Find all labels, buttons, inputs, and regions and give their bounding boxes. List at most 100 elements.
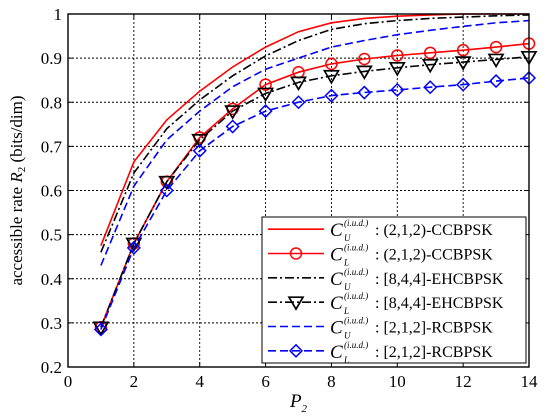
y-tick-label: 0.8 — [41, 93, 62, 112]
y-tick-label: 0.4 — [41, 270, 63, 289]
legend-symbol: C — [330, 318, 343, 339]
legend-subscript: L — [343, 306, 349, 316]
x-axis-label-sub: 2 — [302, 403, 308, 415]
plot-frame — [67, 13, 530, 368]
legend-marker — [289, 247, 303, 260]
data-point-6 — [126, 240, 141, 255]
data-point-4 — [257, 87, 275, 103]
data-point-4 — [421, 58, 439, 74]
legend-label: : (2,1,2)-CCBPSK — [375, 222, 493, 239]
legend-label: : [8,4,4]-EHCBPSK — [375, 271, 504, 288]
data-point-2 — [489, 40, 503, 54]
legend-symbol: C — [330, 293, 343, 314]
data-point-2 — [358, 52, 371, 66]
legend-entry-3: C (i.u.d.) U: [8,4,4]-EHCBPSK — [268, 267, 504, 292]
axis-ticks: 0 2 4 6 8 10 12 14 0.2 0.3 0.4 0.5 0.6 0.7 0.8 0.9 1 — [41, 5, 538, 391]
data-point-6 — [324, 88, 339, 103]
legend-subscript: L — [343, 355, 349, 365]
legend-marker — [288, 343, 304, 358]
legend-entry-4: C (i.u.d.) L : [8,4,4]-EHCBPSK — [268, 291, 504, 316]
x-tick-label: 4 — [195, 372, 204, 391]
data-point-4 — [158, 175, 176, 191]
data-point-6 — [390, 82, 405, 97]
data-point-2 — [456, 43, 470, 57]
x-tick-label: 8 — [327, 372, 336, 391]
data-point-4 — [454, 56, 472, 71]
legend-entry-1: C (i.u.d.) U : (2,1,2)-CCBPSK — [268, 218, 493, 243]
legend-entry-6: C (i.u.d.) L : [2,1,2]-RCBPSK — [268, 340, 493, 365]
x-tick-label: 14 — [521, 372, 539, 391]
legend-subscript: U — [344, 282, 351, 292]
x-tick-label: 2 — [130, 372, 139, 391]
data-point-6 — [192, 143, 207, 158]
legend-superscript: (i.u.d.) — [344, 243, 368, 253]
y-tick-label: 0.5 — [41, 226, 62, 245]
data-point-4 — [290, 76, 307, 92]
legend-superscript: (i.u.d.) — [344, 291, 368, 301]
series-line-6 — [100, 77, 530, 330]
series-3 — [100, 14, 530, 253]
data-point-4 — [322, 69, 340, 85]
legend-symbol: C — [330, 220, 343, 241]
legend-label: : [2,1,2]-RCBPSK — [375, 344, 493, 361]
series-line-4 — [100, 56, 530, 328]
data-point-6 — [93, 322, 108, 337]
legend-superscript: (i.u.d.) — [344, 218, 368, 228]
legend-label: : [8,4,4]-EHCBPSK — [375, 295, 504, 312]
data-point-4 — [487, 53, 505, 69]
y-axis-label-suffix: (bits/dim) — [7, 95, 26, 166]
legend-entry-5: C (i.u.d.) U : [2,1,2]-RCBPSK — [268, 316, 493, 341]
y-tick-label: 0.6 — [41, 182, 62, 201]
data-point-2 — [325, 57, 338, 71]
legend-superscript: (i.u.d.) — [344, 316, 368, 326]
data-point-6 — [489, 74, 504, 89]
series-line-3 — [100, 14, 530, 253]
data-point-4 — [355, 65, 373, 81]
data-point-6 — [225, 119, 240, 134]
y-axis-label-sub: 2 — [16, 167, 28, 173]
data-point-4 — [224, 105, 242, 120]
data-point-6 — [423, 80, 438, 95]
data-point-2 — [259, 78, 272, 91]
data-point-6 — [291, 95, 306, 110]
x-axis-label-main: P — [289, 391, 302, 412]
y-tick-label: 0.9 — [41, 49, 62, 68]
legend-superscript: (i.u.d.) — [344, 340, 368, 350]
x-tick-label: 10 — [389, 372, 406, 391]
x-tick-label: 6 — [261, 372, 270, 391]
legend-label: : [2,1,2]-RCBPSK — [375, 320, 493, 337]
data-point-6 — [357, 85, 372, 100]
y-tick-label: 1 — [54, 5, 63, 24]
data-point-4 — [92, 321, 110, 336]
y-axis-label: accessible rate R2 (bits/dim) — [7, 95, 28, 285]
legend-subscript: L — [343, 258, 349, 268]
y-tick-label: 0.3 — [41, 314, 62, 333]
x-tick-label: 12 — [455, 372, 472, 391]
legend-symbol: C — [330, 269, 343, 290]
legend-symbol: C — [330, 245, 343, 266]
data-point-2 — [391, 49, 404, 62]
y-axis-label-prefix: accessible rate — [7, 183, 26, 286]
legend-symbol: C — [330, 342, 343, 363]
series-5 — [100, 19, 530, 266]
x-tick-label: 0 — [64, 372, 73, 391]
legend-marker — [287, 296, 305, 311]
legend-subscript: U — [344, 331, 351, 341]
series-6 — [93, 70, 537, 337]
data-point-2 — [423, 46, 437, 60]
y-axis-label-var: R — [7, 172, 26, 184]
legend-label: : (2,1,2)-CCBPSK — [375, 247, 493, 264]
data-point-4 — [388, 61, 406, 77]
legend-entry-2: C (i.u.d.) L : (2,1,2)-CCBPSK — [268, 243, 493, 268]
series-line-5 — [100, 19, 530, 266]
series-layer — [92, 13, 538, 337]
legend-box — [261, 216, 527, 364]
data-point-6 — [159, 183, 174, 198]
data-point-4 — [191, 133, 209, 149]
y-tick-label: 0.2 — [41, 358, 62, 377]
x-axis-label: P2 — [289, 391, 308, 415]
legend-subscript: U — [344, 233, 351, 243]
y-tick-label: 0.7 — [41, 137, 63, 156]
